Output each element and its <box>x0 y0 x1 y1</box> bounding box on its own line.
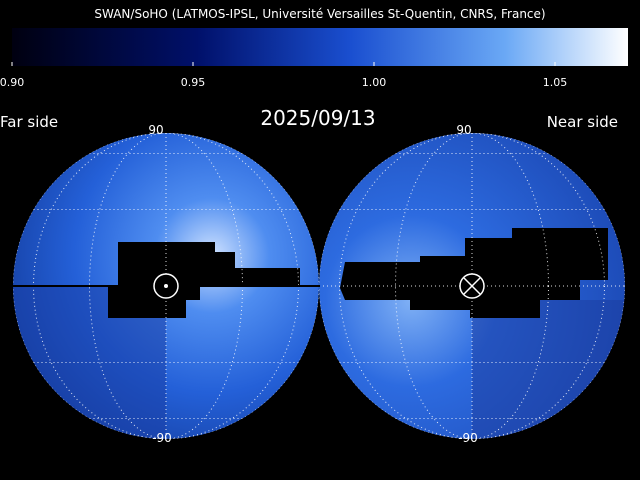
lat-label: -90 <box>152 431 172 445</box>
colorbar-tick-label: 1.05 <box>543 76 568 89</box>
lat-label: -90 <box>458 431 478 445</box>
title: SWAN/SoHO (LATMOS-IPSL, Université Versa… <box>94 7 545 21</box>
lat-label: 90 <box>148 123 163 137</box>
colorbar-tick-label: 1.00 <box>362 76 387 89</box>
date: 2025/09/13 <box>260 106 375 130</box>
far-side-label: Far side <box>0 113 58 131</box>
colorbar-tick-label: 0.95 <box>181 76 206 89</box>
meridian <box>395 133 549 439</box>
colorbar-tick-label: 0.90 <box>0 76 24 89</box>
colorbar <box>12 28 628 66</box>
colorbar-ticks: 0.90 0.95 1.00 1.05 <box>0 62 567 89</box>
data-gap <box>340 228 608 318</box>
data-gap <box>108 242 300 318</box>
near-side-label: Near side <box>547 113 618 131</box>
lat-label: 90 <box>456 123 471 137</box>
